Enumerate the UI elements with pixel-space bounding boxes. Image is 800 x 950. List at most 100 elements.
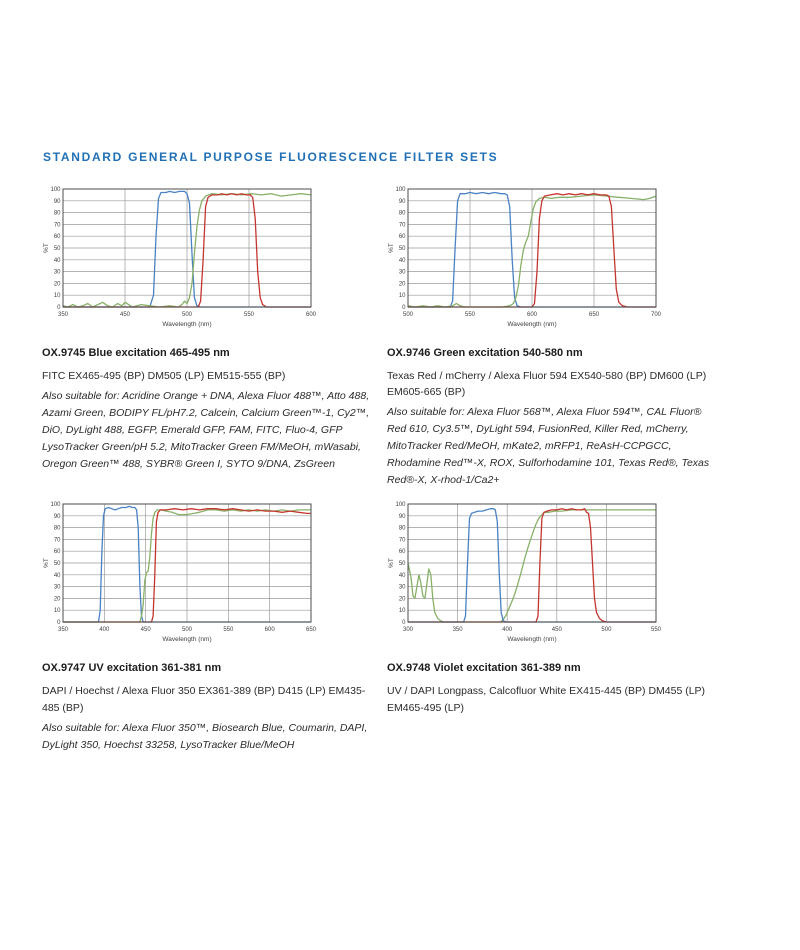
svg-text:400: 400	[99, 627, 110, 633]
svg-text:500: 500	[182, 312, 193, 318]
dichroic-mirror-curve	[407, 194, 657, 308]
svg-text:550: 550	[223, 627, 234, 633]
page-title: STANDARD GENERAL PURPOSE FLUORESCENCE FI…	[43, 150, 499, 164]
x-axis-label: Wavelength (nm)	[162, 321, 211, 328]
filter-set-spec: UV / DAPI Longpass, Calcofluor White EX4…	[387, 685, 706, 714]
svg-text:90: 90	[399, 199, 406, 205]
excitation-bandpass-curve	[408, 508, 656, 624]
svg-text:550: 550	[651, 627, 662, 633]
excitation-bandpass-curve	[408, 191, 656, 308]
spectrum-plot: 0 10 20 30 40 50 60 70 80 90 100 500 550 600 650 700 Wav…	[388, 187, 662, 328]
plot-border	[62, 188, 312, 308]
emission-bandpass-curve	[408, 193, 656, 308]
filter-sets-grid: 0 10 20 30 40 50 60 70 80 90 100 350 450 500 550 600 Wav…	[42, 184, 758, 754]
excitation-bandpass-curve	[63, 190, 311, 308]
gridlines	[408, 189, 656, 307]
plot-border	[407, 188, 657, 308]
svg-text:60: 60	[399, 234, 406, 240]
filter-set-spec: FITC EX465-495 (BP) DM505 (LP) EM515-555…	[42, 369, 286, 382]
svg-text:0: 0	[402, 305, 406, 311]
svg-text:600: 600	[527, 312, 538, 318]
x-axis-label: Wavelength (nm)	[162, 636, 211, 643]
svg-text:650: 650	[589, 312, 600, 318]
spectrum-plot: 0 10 20 30 40 50 60 70 80 90 100 300 350 400 450 500 550…	[388, 502, 662, 643]
svg-text:450: 450	[552, 627, 563, 633]
svg-text:0: 0	[402, 620, 406, 626]
svg-text:60: 60	[399, 550, 406, 556]
svg-text:600: 600	[306, 312, 317, 318]
svg-text:40: 40	[54, 258, 61, 264]
filter-set-card-ox9746: 0 10 20 30 40 50 60 70 80 90 100 500 550 600 650 700 Wav…	[387, 184, 717, 489]
svg-text:40: 40	[399, 258, 406, 264]
svg-text:80: 80	[54, 526, 61, 532]
excitation-bandpass-curve	[63, 506, 311, 624]
axis-tick-labels: 0 10 20 30 40 50 60 70 80 90 100 500 550 600 650 700	[395, 187, 661, 318]
svg-text:650: 650	[306, 627, 317, 633]
svg-text:20: 20	[399, 597, 406, 603]
spectrum-chart-ox9746: 0 10 20 30 40 50 60 70 80 90 100 500 550 600 650 700 Wav…	[387, 184, 665, 336]
filter-set-compatible-dyes: Also suitable for: Alexa Fluor 350™, Bio…	[42, 721, 368, 751]
x-axis-label: Wavelength (nm)	[507, 636, 556, 643]
svg-text:300: 300	[403, 627, 414, 633]
dichroic-mirror-curve	[407, 509, 656, 624]
svg-text:400: 400	[502, 627, 513, 633]
svg-text:80: 80	[399, 526, 406, 532]
svg-text:90: 90	[399, 514, 406, 520]
svg-text:10: 10	[54, 609, 61, 615]
svg-text:40: 40	[54, 573, 61, 579]
svg-text:450: 450	[141, 627, 152, 633]
spectrum-chart-ox9747: 0 10 20 30 40 50 60 70 80 90 100 350 400 450 500 550 600…	[42, 499, 320, 651]
gridlines	[63, 504, 311, 623]
svg-text:500: 500	[182, 627, 193, 633]
svg-text:500: 500	[601, 627, 612, 633]
spectrum-plot: 0 10 20 30 40 50 60 70 80 90 100 350 400 450 500 550 600…	[43, 502, 317, 643]
svg-text:100: 100	[395, 187, 406, 193]
svg-text:30: 30	[399, 585, 406, 591]
axis-tick-labels: 0 10 20 30 40 50 60 70 80 90 100 350 450 500 550 600	[50, 187, 316, 318]
svg-text:20: 20	[54, 281, 61, 287]
svg-text:50: 50	[54, 246, 61, 252]
y-axis-label: %T	[388, 243, 395, 253]
svg-text:10: 10	[399, 609, 406, 615]
svg-text:20: 20	[399, 281, 406, 287]
svg-text:40: 40	[399, 573, 406, 579]
svg-text:100: 100	[50, 187, 61, 193]
x-axis-label: Wavelength (nm)	[507, 321, 556, 328]
svg-text:100: 100	[395, 502, 406, 508]
svg-text:30: 30	[399, 270, 406, 276]
svg-text:10: 10	[399, 293, 406, 299]
filter-set-title: OX.9746 Green excitation 540-580 nm	[387, 347, 583, 359]
filter-set-spec: Texas Red / mCherry / Alexa Fluor 594 EX…	[387, 369, 707, 399]
svg-text:550: 550	[244, 312, 255, 318]
svg-text:600: 600	[265, 627, 276, 633]
svg-text:550: 550	[465, 312, 476, 318]
filter-set-title: OX.9745 Blue excitation 465-495 nm	[42, 347, 230, 359]
svg-text:80: 80	[54, 211, 61, 217]
svg-text:10: 10	[54, 293, 61, 299]
svg-text:70: 70	[54, 222, 61, 228]
svg-text:60: 60	[54, 234, 61, 240]
svg-text:50: 50	[399, 561, 406, 567]
svg-text:50: 50	[54, 561, 61, 567]
filter-set-card-ox9747: 0 10 20 30 40 50 60 70 80 90 100 350 400 450 500 550 600…	[42, 499, 372, 753]
svg-text:100: 100	[50, 502, 61, 508]
svg-text:30: 30	[54, 585, 61, 591]
svg-text:700: 700	[651, 312, 662, 318]
filter-set-title: OX.9748 Violet excitation 361-389 nm	[387, 662, 581, 675]
svg-text:30: 30	[54, 270, 61, 276]
svg-text:70: 70	[399, 538, 406, 544]
svg-text:60: 60	[54, 550, 61, 556]
spectrum-chart-ox9748: 0 10 20 30 40 50 60 70 80 90 100 300 350 400 450 500 550…	[387, 499, 665, 651]
svg-text:350: 350	[453, 627, 464, 633]
filter-set-card-ox9748: 0 10 20 30 40 50 60 70 80 90 100 300 350 400 450 500 550…	[387, 499, 717, 753]
svg-text:450: 450	[120, 312, 131, 318]
filter-set-title: OX.9747 UV excitation 361-381 nm	[42, 662, 222, 675]
filter-set-spec: DAPI / Hoechst / Alexa Fluor 350 EX361-3…	[42, 685, 366, 714]
plot-border	[62, 503, 312, 623]
catalog-page: STANDARD GENERAL PURPOSE FLUORESCENCE FI…	[0, 150, 800, 754]
svg-text:350: 350	[58, 627, 69, 633]
y-axis-label: %T	[43, 559, 50, 569]
svg-text:0: 0	[57, 620, 61, 626]
spectrum-plot: 0 10 20 30 40 50 60 70 80 90 100 350 450 500 550 600 Wav…	[43, 187, 317, 328]
svg-text:0: 0	[57, 305, 61, 311]
